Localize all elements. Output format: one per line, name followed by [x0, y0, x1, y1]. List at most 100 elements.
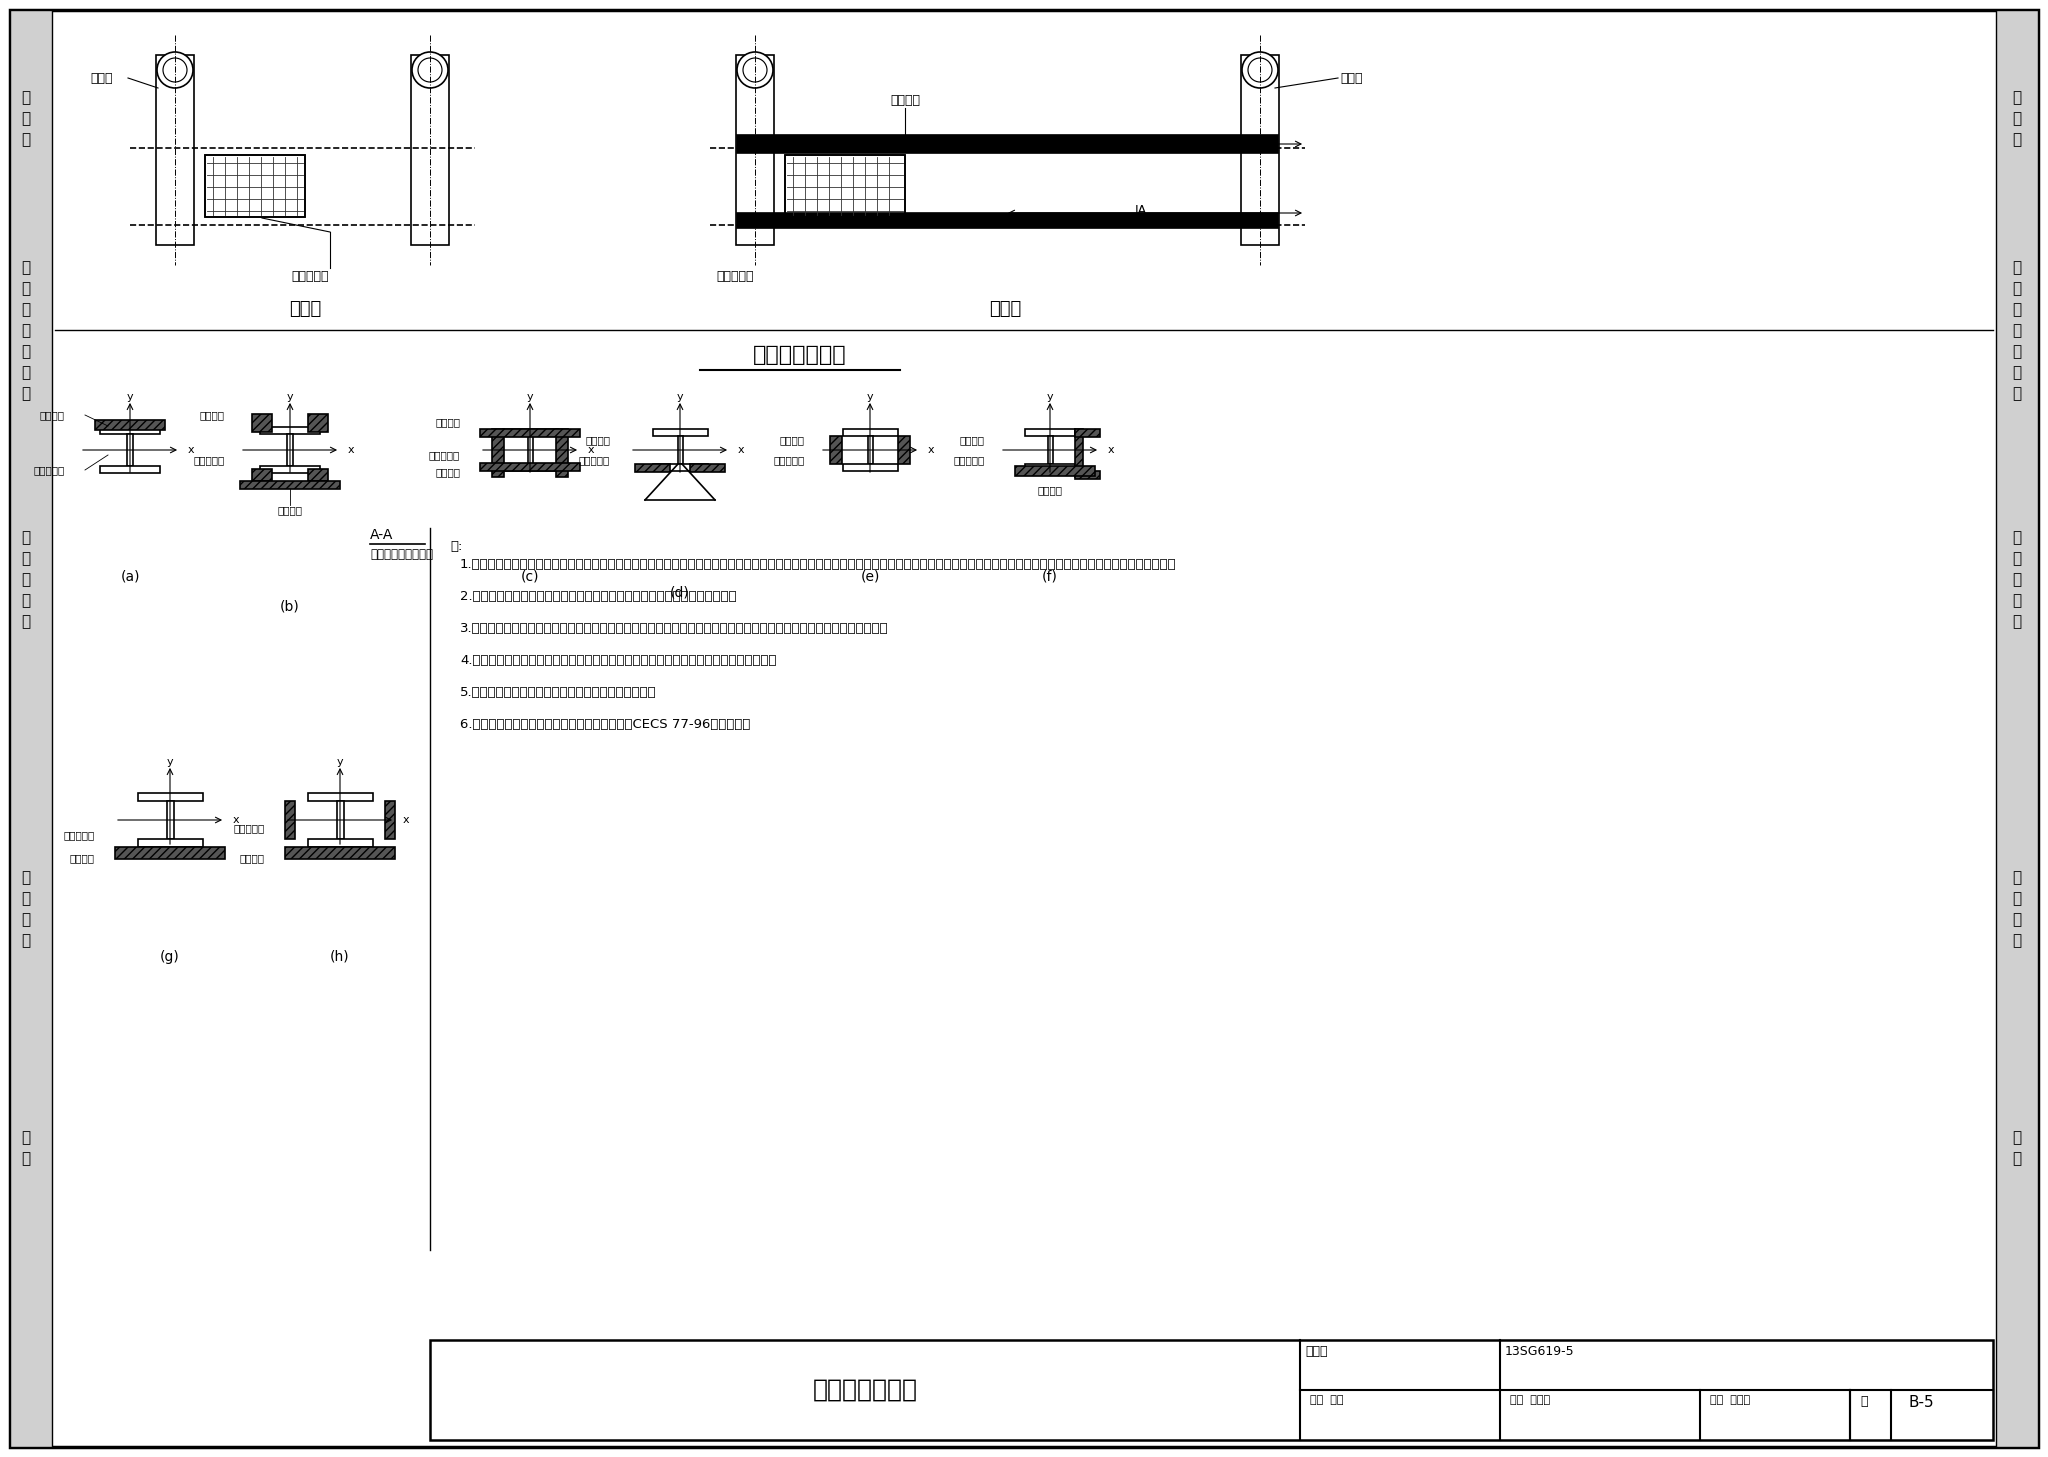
Bar [635, 463, 670, 472]
Bar [555, 428, 567, 476]
Bar [100, 427, 160, 434]
Bar [844, 428, 897, 436]
Bar [260, 466, 319, 474]
Bar [260, 427, 319, 434]
Bar [307, 839, 373, 847]
Bar [1049, 436, 1053, 463]
Text: 设计  周志发: 设计 周志发 [1710, 1394, 1751, 1405]
Text: 总
说
明: 总 说 明 [20, 90, 31, 147]
Text: (d): (d) [670, 586, 690, 599]
Text: x: x [348, 444, 354, 455]
Text: (g): (g) [160, 950, 180, 965]
Text: 4.轻钢结构中的小角钢和圆钢杆件不宜在负荷状态下进行焊接，必要时应采取适当措施。: 4.轻钢结构中的小角钢和圆钢杆件不宜在负荷状态下进行焊接，必要时应采取适当措施。 [461, 654, 776, 667]
Text: (h): (h) [330, 950, 350, 965]
Text: 受弯钢构件加固: 受弯钢构件加固 [754, 345, 846, 366]
Circle shape [164, 58, 186, 82]
Bar [1075, 428, 1100, 437]
Text: 普加固钢梁: 普加固钢梁 [954, 455, 985, 465]
Bar [737, 136, 1278, 153]
Text: y: y [287, 392, 293, 402]
Bar [678, 436, 682, 463]
Text: 钢
筋
混
凝
土
结
构: 钢 筋 混 凝 土 结 构 [20, 259, 31, 401]
Bar [156, 55, 195, 245]
Text: 3.当采用焊接补强时，应尽可能减少焊接工作量及注意合理的焊接顺序，以降低焊接变形和焊接应力，并努力避免仰焊。: 3.当采用焊接补强时，应尽可能减少焊接工作量及注意合理的焊接顺序，以降低焊接变形… [461, 622, 889, 635]
Circle shape [737, 52, 772, 87]
Text: 地
基
基
础: 地 基 基 础 [20, 870, 31, 949]
Circle shape [412, 52, 449, 87]
Text: 受弯钢构件加固: 受弯钢构件加固 [813, 1378, 918, 1402]
Text: (f): (f) [1042, 570, 1059, 584]
Text: 增加截面: 增加截面 [276, 506, 303, 514]
Text: 钢
结
构
屋
盖: 钢 结 构 屋 盖 [2013, 530, 2021, 629]
Text: 增加截面: 增加截面 [70, 852, 94, 863]
Text: 示
例: 示 例 [20, 1131, 31, 1166]
Bar [1024, 428, 1075, 436]
Bar [100, 466, 160, 474]
Bar [737, 213, 1278, 227]
Circle shape [1247, 58, 1272, 82]
Bar [504, 428, 557, 436]
Text: 增加截面: 增加截面 [1038, 485, 1063, 495]
Text: 钢梁原截面: 钢梁原截面 [774, 455, 805, 465]
Bar [653, 463, 709, 471]
Text: 增加截面: 增加截面 [434, 417, 461, 427]
Text: 钢管柱: 钢管柱 [90, 71, 113, 85]
Bar [94, 420, 166, 430]
Bar [528, 436, 532, 463]
Bar [492, 428, 504, 476]
Text: (b): (b) [281, 600, 299, 613]
Bar [285, 801, 295, 839]
Bar [252, 469, 272, 481]
Text: 总
说
明: 总 说 明 [2013, 90, 2021, 147]
Bar [252, 414, 272, 431]
Bar [240, 481, 340, 490]
Text: y: y [336, 758, 344, 766]
Bar [844, 463, 897, 471]
Text: x: x [1108, 444, 1114, 455]
Text: 图集号: 图集号 [1305, 1345, 1327, 1358]
Text: (a): (a) [121, 570, 139, 584]
Text: 增加截面: 增加截面 [434, 468, 461, 476]
Text: 页: 页 [1860, 1394, 1868, 1407]
Text: A-A: A-A [371, 527, 393, 542]
Text: 增加截面: 增加截面 [240, 852, 264, 863]
Bar [1241, 55, 1280, 245]
Text: 钢管柱: 钢管柱 [1339, 71, 1362, 85]
Bar [784, 154, 905, 217]
Bar [127, 434, 133, 466]
Bar [205, 154, 305, 217]
Bar [829, 436, 842, 463]
Bar [690, 463, 725, 472]
Text: 1.应保证加固构件有合理的传力途径，保证加固件与原有构件能够共同工作。无论是轴心受力构件还是偏心受力构件（即拉弯或压弯受力构件），加固件均宜与原有构件的支座（或: 1.应保证加固构件有合理的传力途径，保证加固件与原有构件能够共同工作。无论是轴心… [461, 558, 1178, 571]
Bar [1997, 10, 2038, 1447]
Bar [1075, 471, 1100, 479]
Text: (c): (c) [520, 570, 539, 584]
Text: 钢梁原截面: 钢梁原截面 [63, 830, 94, 841]
Circle shape [743, 58, 768, 82]
Bar [137, 793, 203, 801]
Bar [307, 414, 328, 431]
Bar [168, 801, 174, 839]
Text: IA: IA [1135, 134, 1147, 147]
Text: y: y [1047, 392, 1053, 402]
Bar [479, 463, 580, 471]
Text: 增加截面: 增加截面 [780, 436, 805, 444]
Text: x: x [737, 444, 745, 455]
Text: （加固件截面形式）: （加固件截面形式） [371, 548, 432, 561]
Bar [338, 801, 344, 839]
Text: 钢梁原截面: 钢梁原截面 [195, 455, 225, 465]
Text: 校对  徐金蕾: 校对 徐金蕾 [1509, 1394, 1550, 1405]
Bar [1075, 428, 1083, 476]
Text: 增加截面: 增加截面 [891, 93, 920, 106]
Text: y: y [676, 392, 684, 402]
Bar [653, 428, 709, 436]
Bar [479, 428, 580, 437]
Text: 钢
结
构
屋
盖: 钢 结 构 屋 盖 [20, 530, 31, 629]
Bar [205, 154, 305, 217]
Text: 钢梁原截面: 钢梁原截面 [717, 270, 754, 283]
Bar [735, 55, 774, 245]
Text: 钢梁原截面: 钢梁原截面 [33, 465, 66, 475]
Text: 钢梁原截面: 钢梁原截面 [428, 450, 461, 460]
Text: (e): (e) [860, 570, 881, 584]
Bar [897, 436, 909, 463]
